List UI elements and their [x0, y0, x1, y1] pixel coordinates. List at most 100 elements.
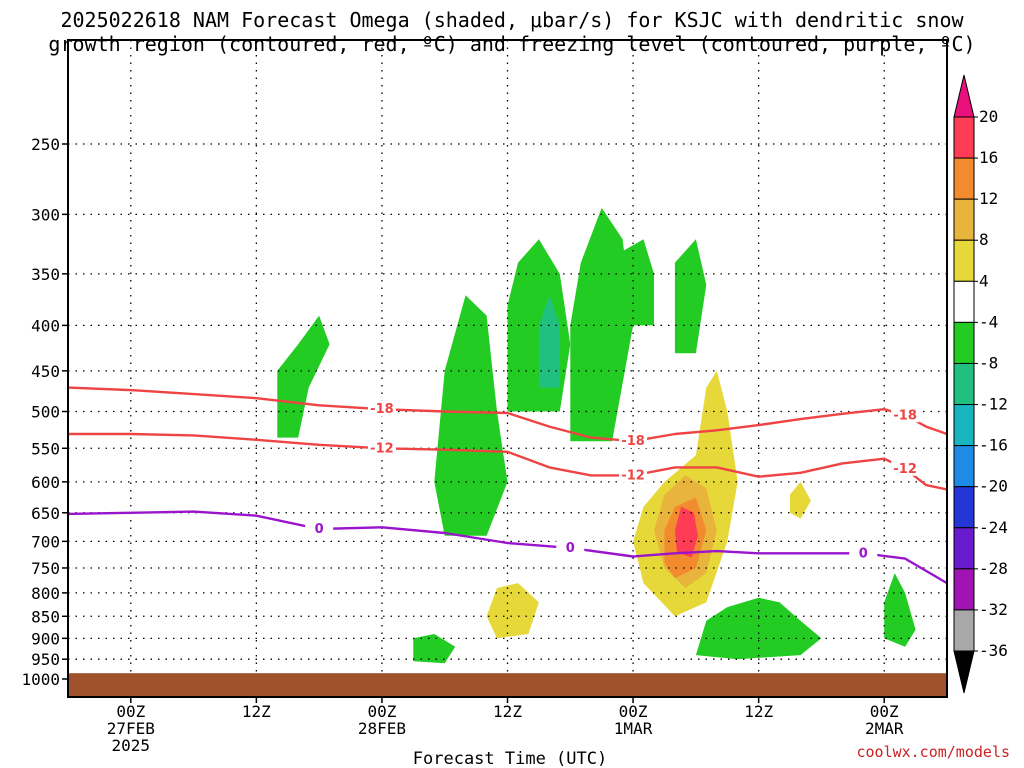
- y-tick-label-350: 350: [31, 265, 60, 284]
- colorbar-swatch-2: [953, 198, 975, 241]
- contour-label-0-0: -18: [370, 402, 394, 417]
- contour-label-0-1: -18: [621, 434, 645, 449]
- colorbar-swatch-3: [953, 239, 975, 282]
- x-tick-date-4: 1MAR: [614, 719, 653, 738]
- contour-label-bg-2-1: [556, 538, 585, 555]
- contour-label-bg-2-0: [305, 520, 334, 537]
- colorbar-label-7: -12: [979, 395, 1008, 414]
- colorbar-swatch-8: [953, 445, 975, 488]
- colorbar-top-arrow: [953, 74, 975, 118]
- colorbar-swatch-11: [953, 568, 975, 611]
- colorbar-label-6: -8: [979, 353, 998, 372]
- contour-label-2-1: 0: [566, 541, 575, 556]
- contour-layer: -18 -18 -18 -12 -12 -12 0 0 0: [68, 386, 947, 585]
- x-tick-date-2: 28FEB: [358, 719, 406, 738]
- colorbar-label-3: 8: [979, 230, 989, 249]
- x-tick-label-5: 12Z: [744, 702, 773, 721]
- omega-region-green-tower-b: [570, 207, 634, 442]
- x-tick-label-1: 12Z: [242, 702, 271, 721]
- y-tick-label-600: 600: [31, 473, 60, 492]
- y-tick-label-900: 900: [31, 629, 60, 648]
- colorbar-label-4: 4: [979, 271, 989, 290]
- colorbar-label-11: -28: [979, 559, 1008, 578]
- chart-title: 2025022618 NAM Forecast Omega (shaded, μ…: [48, 8, 976, 56]
- x-tick-date-0: 27FEB: [107, 719, 155, 738]
- surface-layer: [68, 673, 947, 697]
- y-axis: 250 300 350 400 450 500 550 600 650 700 750 800 850 9…: [21, 135, 68, 689]
- x-tick-label-2: 00Z: [367, 702, 396, 721]
- y-tick-label-1000: 1000: [21, 670, 60, 689]
- y-tick-label-550: 550: [31, 439, 60, 458]
- omega-region-green-lower-cluster: [695, 597, 822, 660]
- contour-label-bg-0-2: [891, 406, 920, 423]
- colorbar-label-13: -36: [979, 641, 1008, 660]
- contour-line-0: [68, 386, 947, 443]
- x-tick-label-4: 00Z: [619, 702, 648, 721]
- colorbar-label-12: -32: [979, 600, 1008, 619]
- omega-region-teal-core: [538, 295, 560, 388]
- contour-label-bg-1-0: [367, 439, 396, 456]
- y-tick-label-950: 950: [31, 650, 60, 669]
- colorbar-label-10: -24: [979, 518, 1008, 537]
- contour-label-2-2: 0: [859, 546, 868, 561]
- colorbar-swatch-4: [953, 280, 975, 323]
- y-tick-label-300: 300: [31, 205, 60, 224]
- contour-label-bg-0-0: [367, 400, 396, 417]
- credit-label: coolwx.com/models: [856, 743, 1010, 761]
- omega-region-red-core: [674, 506, 698, 558]
- colorbar-swatch-0: [953, 116, 975, 159]
- contour-label-bg-2-2: [849, 544, 878, 561]
- y-tick-label-700: 700: [31, 532, 60, 551]
- colorbar-label-2: 12: [979, 189, 998, 208]
- contour-label-1-0: -12: [370, 441, 394, 456]
- omega-region-green-column-main: [434, 295, 508, 536]
- contour-label-bg-1-1: [619, 466, 648, 483]
- y-tick-label-450: 450: [31, 362, 60, 381]
- colorbar-swatch-10: [953, 527, 975, 570]
- y-tick-label-650: 650: [31, 504, 60, 523]
- colorbar-label-1: 16: [979, 148, 998, 167]
- omega-region-green-band-early: [277, 315, 330, 438]
- contour-label-1-1: -12: [621, 468, 645, 483]
- contour-label-bg-1-2: [891, 459, 920, 476]
- colorbar-swatch-1: [953, 157, 975, 200]
- omega-region-green-small-low: [413, 634, 456, 664]
- colorbar-label-0: 20: [979, 107, 998, 126]
- colorbar-swatch-5: [953, 321, 975, 364]
- contour-line-1: [68, 432, 947, 491]
- grid-layer: [68, 40, 947, 697]
- x-axis-label: Forecast Time (UTC): [413, 749, 607, 768]
- omega-region-green-tower-d: [674, 239, 707, 354]
- colorbar: 20 16 12 8 4 -4 -8 -12 -16 -20 -24 -28 -32 -36: [953, 74, 1008, 694]
- colorbar-swatch-12: [953, 609, 975, 652]
- y-tick-label-250: 250: [31, 135, 60, 154]
- colorbar-bottom-arrow: [953, 650, 975, 694]
- colorbar-swatch-7: [953, 404, 975, 447]
- y-tick-label-850: 850: [31, 607, 60, 626]
- y-tick-label-500: 500: [31, 403, 60, 422]
- contour-label-1-2: -12: [893, 462, 917, 477]
- omega-region-yellow-right-blob: [790, 481, 811, 519]
- omega-region-yellow-low-left: [486, 583, 539, 639]
- colorbar-swatch-9: [953, 486, 975, 529]
- colorbar-label-8: -16: [979, 436, 1008, 455]
- y-tick-label-800: 800: [31, 584, 60, 603]
- colorbar-label-5: -4: [979, 312, 998, 331]
- omega-region-green-tower-c: [622, 239, 654, 326]
- contour-label-bg-0-1: [619, 432, 648, 449]
- omega-region-green-right: [884, 573, 916, 647]
- y-tick-label-400: 400: [31, 316, 60, 335]
- contour-label-0-2: -18: [893, 408, 917, 423]
- x-tick-year-0: 2025: [112, 736, 151, 755]
- x-tick-label-0: 00Z: [116, 702, 145, 721]
- colorbar-swatch-6: [953, 362, 975, 406]
- x-tick-date-6: 2MAR: [865, 719, 904, 738]
- x-tick-label-6: 00Z: [870, 702, 899, 721]
- contour-label-2-0: 0: [315, 522, 324, 537]
- contour-line-2: [68, 510, 947, 585]
- y-tick-label-750: 750: [31, 559, 60, 578]
- colorbar-label-9: -20: [979, 477, 1008, 496]
- surface-band: [68, 673, 947, 697]
